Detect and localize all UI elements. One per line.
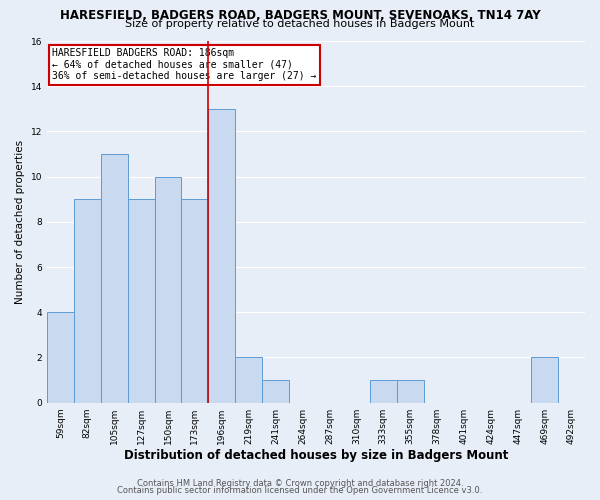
Bar xyxy=(128,199,155,402)
Text: Contains HM Land Registry data © Crown copyright and database right 2024.: Contains HM Land Registry data © Crown c… xyxy=(137,478,463,488)
Bar xyxy=(208,109,235,403)
Text: Size of property relative to detached houses in Badgers Mount: Size of property relative to detached ho… xyxy=(125,19,475,29)
Bar xyxy=(47,312,74,402)
Bar xyxy=(74,199,101,402)
Bar xyxy=(181,199,208,402)
Text: Contains public sector information licensed under the Open Government Licence v3: Contains public sector information licen… xyxy=(118,486,482,495)
Bar xyxy=(101,154,128,402)
Bar xyxy=(370,380,397,402)
Bar xyxy=(155,176,181,402)
Bar xyxy=(262,380,289,402)
Y-axis label: Number of detached properties: Number of detached properties xyxy=(15,140,25,304)
X-axis label: Distribution of detached houses by size in Badgers Mount: Distribution of detached houses by size … xyxy=(124,450,508,462)
Text: HARESFIELD, BADGERS ROAD, BADGERS MOUNT, SEVENOAKS, TN14 7AY: HARESFIELD, BADGERS ROAD, BADGERS MOUNT,… xyxy=(59,9,541,22)
Bar xyxy=(235,358,262,403)
Bar xyxy=(531,358,558,403)
Text: HARESFIELD BADGERS ROAD: 186sqm
← 64% of detached houses are smaller (47)
36% of: HARESFIELD BADGERS ROAD: 186sqm ← 64% of… xyxy=(52,48,317,82)
Bar xyxy=(397,380,424,402)
